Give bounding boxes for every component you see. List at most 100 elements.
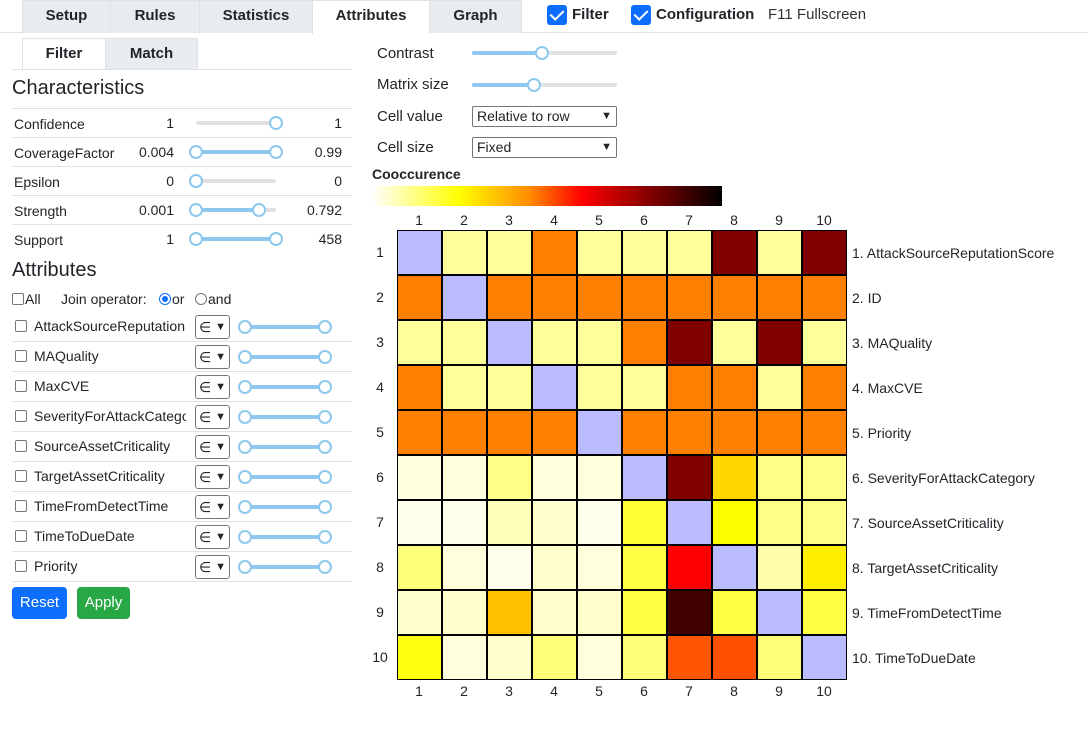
matrix-cell[interactable]: [442, 230, 487, 275]
attribute-range-slider-min-handle[interactable]: [238, 440, 252, 454]
matrix-cell[interactable]: [577, 365, 622, 410]
matrix-cell[interactable]: [577, 455, 622, 500]
matrix-cell[interactable]: [757, 500, 802, 545]
matrix-cell[interactable]: [442, 635, 487, 680]
attribute-checkbox[interactable]: [15, 470, 27, 482]
subtab-filter[interactable]: Filter: [22, 38, 106, 70]
attribute-range-slider-max-handle[interactable]: [318, 320, 332, 334]
matrix-cell[interactable]: [397, 320, 442, 365]
attribute-range-slider-max-handle[interactable]: [318, 440, 332, 454]
matrix-cell[interactable]: [577, 320, 622, 365]
join-and-radio[interactable]: [195, 293, 207, 305]
matrix-cell[interactable]: [397, 455, 442, 500]
attribute-range-slider-max-handle[interactable]: [318, 410, 332, 424]
matrix-cell[interactable]: [397, 365, 442, 410]
matrix-cell[interactable]: [622, 320, 667, 365]
matrix-cell[interactable]: [757, 590, 802, 635]
matrix-cell[interactable]: [622, 410, 667, 455]
matrix-cell[interactable]: [667, 455, 712, 500]
matrix-cell[interactable]: [667, 230, 712, 275]
matrix-cell[interactable]: [487, 590, 532, 635]
matrix-cell[interactable]: [622, 635, 667, 680]
matrix-cell[interactable]: [532, 455, 577, 500]
attribute-range-slider-max-handle[interactable]: [318, 380, 332, 394]
matrix-cell[interactable]: [577, 545, 622, 590]
matrix-cell[interactable]: [442, 545, 487, 590]
attribute-range-slider-max-handle[interactable]: [318, 530, 332, 544]
matrix-cell[interactable]: [577, 230, 622, 275]
attribute-checkbox[interactable]: [15, 380, 27, 392]
characteristic-slider-max-handle[interactable]: [189, 174, 203, 188]
attribute-checkbox[interactable]: [15, 500, 27, 512]
cell-size-select[interactable]: Fixed ▼: [472, 137, 617, 158]
attribute-range-slider-min-handle[interactable]: [238, 350, 252, 364]
matrix-cell[interactable]: [442, 500, 487, 545]
matrix-cell[interactable]: [577, 635, 622, 680]
matrix-cell[interactable]: [397, 230, 442, 275]
all-checkbox[interactable]: [12, 293, 24, 305]
matrix-cell[interactable]: [757, 320, 802, 365]
matrix-cell[interactable]: [712, 320, 757, 365]
matrix-cell[interactable]: [442, 275, 487, 320]
matrix-cell[interactable]: [397, 590, 442, 635]
attribute-operator-select[interactable]: ∈ ▼: [195, 315, 230, 339]
attribute-range-slider-min-handle[interactable]: [238, 320, 252, 334]
matrix-cell[interactable]: [532, 410, 577, 455]
matrix-cell[interactable]: [487, 410, 532, 455]
matrix-cell[interactable]: [712, 590, 757, 635]
matrix-cell[interactable]: [487, 545, 532, 590]
characteristic-slider-max-handle[interactable]: [269, 232, 283, 246]
matrix-cell[interactable]: [622, 500, 667, 545]
contrast-max-handle[interactable]: [534, 46, 549, 60]
matrix-cell[interactable]: [667, 275, 712, 320]
matrix-cell[interactable]: [577, 410, 622, 455]
matrix-cell[interactable]: [802, 500, 847, 545]
tab-statistics[interactable]: Statistics: [199, 0, 313, 33]
matrix-cell[interactable]: [757, 365, 802, 410]
matrix-cell[interactable]: [397, 635, 442, 680]
attribute-operator-select[interactable]: ∈ ▼: [195, 345, 230, 369]
matrix-cell[interactable]: [802, 455, 847, 500]
attribute-range-slider-min-handle[interactable]: [238, 470, 252, 484]
attribute-checkbox[interactable]: [15, 530, 27, 542]
attribute-checkbox[interactable]: [15, 560, 27, 572]
characteristic-slider-min-handle[interactable]: [189, 232, 203, 246]
characteristic-slider-min-handle[interactable]: [189, 203, 203, 217]
matrix-cell[interactable]: [487, 455, 532, 500]
matrix-cell[interactable]: [802, 365, 847, 410]
matrix-cell[interactable]: [532, 545, 577, 590]
filter-checkbox[interactable]: [547, 5, 567, 25]
matrix-cell[interactable]: [802, 635, 847, 680]
matrix-cell[interactable]: [487, 365, 532, 410]
attribute-operator-select[interactable]: ∈ ▼: [195, 375, 230, 399]
matrix-cell[interactable]: [622, 275, 667, 320]
matrix-cell[interactable]: [487, 635, 532, 680]
matrix-cell[interactable]: [487, 230, 532, 275]
matrix-cell[interactable]: [622, 365, 667, 410]
matrix-cell[interactable]: [802, 410, 847, 455]
attribute-operator-select[interactable]: ∈ ▼: [195, 465, 230, 489]
attribute-range-slider-max-handle[interactable]: [318, 560, 332, 574]
matrix-cell[interactable]: [442, 365, 487, 410]
matrix-cell[interactable]: [577, 590, 622, 635]
attribute-checkbox[interactable]: [15, 410, 27, 422]
matrix-cell[interactable]: [667, 500, 712, 545]
attribute-range-slider-min-handle[interactable]: [238, 380, 252, 394]
matrix-cell[interactable]: [667, 320, 712, 365]
tab-rules[interactable]: Rules: [110, 0, 200, 33]
matrix-cell[interactable]: [802, 320, 847, 365]
attribute-range-slider-min-handle[interactable]: [238, 560, 252, 574]
matrix-cell[interactable]: [487, 320, 532, 365]
attribute-range-slider-min-handle[interactable]: [238, 410, 252, 424]
matrix-cell[interactable]: [712, 545, 757, 590]
characteristic-slider-min-handle[interactable]: [189, 145, 203, 159]
matrix-cell[interactable]: [667, 635, 712, 680]
matrix-cell[interactable]: [667, 410, 712, 455]
matrix-cell[interactable]: [622, 545, 667, 590]
attribute-operator-select[interactable]: ∈ ▼: [195, 555, 230, 579]
tab-graph[interactable]: Graph: [429, 0, 522, 33]
attribute-range-slider-max-handle[interactable]: [318, 470, 332, 484]
matrix-cell[interactable]: [712, 275, 757, 320]
matrix-cell[interactable]: [757, 635, 802, 680]
matrix-cell[interactable]: [712, 365, 757, 410]
